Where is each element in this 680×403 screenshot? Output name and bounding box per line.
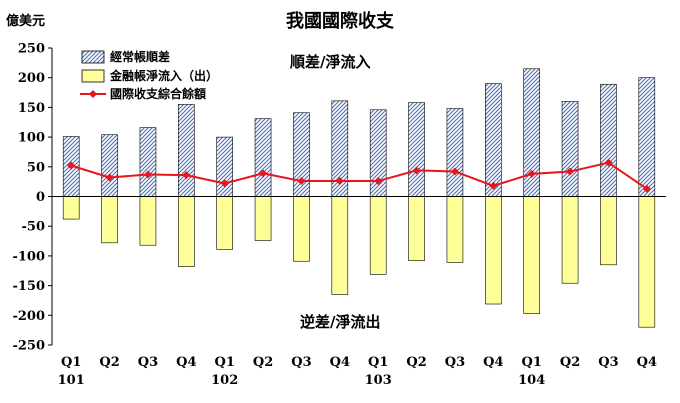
overall-balance-point <box>527 169 536 178</box>
financial-account-bar <box>293 196 310 262</box>
overall-balance-point <box>220 179 229 188</box>
y-tick-label: 200 <box>18 71 45 86</box>
x-year-label: 104 <box>518 373 545 388</box>
current-account-bar <box>485 83 502 197</box>
current-account-bar <box>446 108 464 197</box>
current-account-bar <box>600 83 617 197</box>
x-year-label: 101 <box>58 373 85 388</box>
financial-account-bar <box>485 196 502 305</box>
overall-balance-polyline <box>70 161 648 190</box>
financial-account-bar <box>216 196 233 250</box>
overall-balance-point <box>489 181 498 190</box>
x-tick-label: Q1 <box>215 355 235 370</box>
financial-account-bar <box>408 196 425 261</box>
current-account-bar <box>408 102 425 197</box>
x-tick-label: Q1 <box>368 355 388 370</box>
overall-balance-point <box>182 171 191 180</box>
legend-label-current-account: 經常帳順差 <box>110 49 170 64</box>
y-tick-label: 150 <box>18 101 45 116</box>
annotation-surplus-inflow: 順差/淨流入 <box>289 53 370 71</box>
financial-account-bar <box>523 196 540 314</box>
legend-marker-overall-balance <box>89 90 97 98</box>
y-tick-label: 250 <box>18 42 45 57</box>
financial-account-bar <box>446 196 464 263</box>
overall-balance-point <box>143 170 152 179</box>
x-tick-label: Q4 <box>330 355 350 370</box>
x-tick-label: Q2 <box>99 355 119 370</box>
legend-swatch-current-account <box>81 50 105 64</box>
y-tick-label: 50 <box>27 160 45 175</box>
overall-balance-point <box>259 169 268 178</box>
x-tick-label: Q4 <box>176 355 196 370</box>
financial-account-bar <box>369 196 387 275</box>
financial-account-bar <box>600 196 617 266</box>
y-axis: 250 200 150 100 50 0 -50 -100 -150 -200 -250 <box>12 42 53 354</box>
y-tick-label: -150 <box>12 279 45 294</box>
legend-label-overall-balance: 國際收支綜合餘額 <box>110 86 206 101</box>
x-tick-label: Q4 <box>637 355 657 370</box>
x-tick-label: Q4 <box>483 355 503 370</box>
financial-account-bar <box>638 196 656 328</box>
overall-balance-line <box>67 158 651 193</box>
financial-account-bar <box>331 196 349 295</box>
x-tick-label: Q2 <box>253 355 273 370</box>
x-tick-label: Q1 <box>61 355 81 370</box>
chart-title: 我國國際收支 <box>286 10 395 32</box>
financial-account-bar <box>178 196 195 267</box>
x-tick-label: Q1 <box>522 355 542 370</box>
overall-balance-point <box>566 167 575 176</box>
overall-balance-point <box>604 158 613 167</box>
financial-account-bar <box>62 196 80 220</box>
current-account-bar <box>139 127 157 197</box>
financial-account-bar <box>254 196 272 241</box>
current-account-bar <box>101 134 118 197</box>
y-tick-label: -250 <box>12 339 45 354</box>
current-account-bar <box>561 101 579 197</box>
overall-balance-point <box>335 177 344 186</box>
current-account-bar <box>178 104 195 197</box>
financial-account-bar <box>139 196 157 246</box>
overall-balance-point <box>642 184 651 193</box>
x-tick-label: Q2 <box>406 355 426 370</box>
x-year-label: 103 <box>365 373 392 388</box>
financial-account-bar <box>101 196 118 244</box>
legend: 經常帳順差 金融帳淨流入（出） 國際收支綜合餘額 <box>80 49 218 101</box>
overall-balance-point <box>374 177 383 186</box>
x-tick-label: Q3 <box>598 355 618 370</box>
annotation-deficit-outflow: 逆差/淨流出 <box>300 313 380 331</box>
y-tick-label: 100 <box>18 131 45 146</box>
overall-balance-point <box>412 166 421 175</box>
overall-balance-point <box>297 177 306 186</box>
overall-balance-point <box>105 173 114 182</box>
x-tick-label: Q3 <box>445 355 465 370</box>
current-account-bar <box>216 136 233 197</box>
x-tick-label: Q3 <box>291 355 311 370</box>
y-tick-label: -200 <box>12 309 45 324</box>
x-tick-label: Q3 <box>138 355 158 370</box>
x-axis: Q1 Q2 Q3 Q4 Q1 Q2 Q3 Q4 Q1 Q2 Q3 Q4 Q1 Q2 Q3 Q4 101 102 10… <box>58 355 657 388</box>
current-account-bar <box>638 77 656 197</box>
x-tick-label: Q2 <box>560 355 580 370</box>
y-tick-label: -100 <box>12 249 45 264</box>
financial-account-bar <box>561 196 579 284</box>
overall-balance-point <box>67 161 76 170</box>
y-tick-label: -50 <box>22 220 46 235</box>
current-account-bars <box>62 68 656 197</box>
overall-balance-point <box>450 167 459 176</box>
x-year-label: 102 <box>211 373 238 388</box>
y-axis-unit-label: 億美元 <box>6 13 45 29</box>
legend-label-financial-account: 金融帳淨流入（出） <box>109 68 218 83</box>
current-account-bar <box>254 118 272 197</box>
legend-swatch-financial-account <box>81 69 105 83</box>
financial-account-bars <box>62 196 656 328</box>
y-tick-label: 0 <box>36 190 45 205</box>
